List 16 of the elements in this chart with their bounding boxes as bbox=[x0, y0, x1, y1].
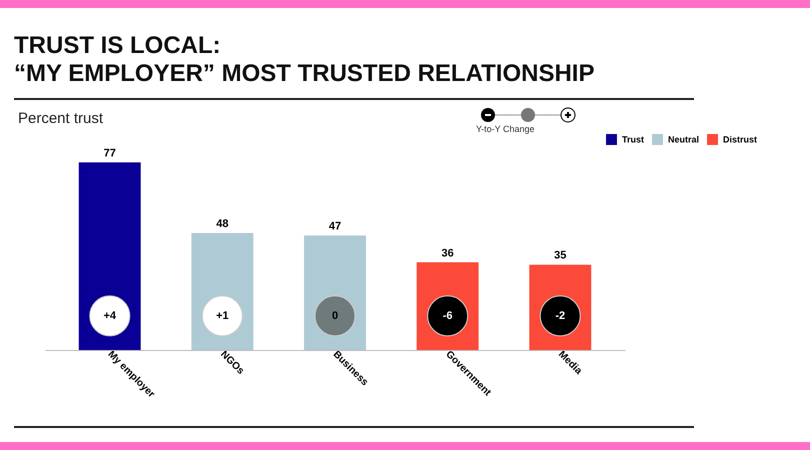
annotation: +1 bbox=[216, 310, 229, 322]
chart-subtitle: Percent trust bbox=[18, 110, 104, 127]
annotation: +4 bbox=[103, 310, 117, 322]
chart-title: TRUST IS LOCAL: “MY EMPLOYER” MOST TRUSTED RELATIONSHIP bbox=[14, 32, 594, 88]
data-label: 35 bbox=[554, 250, 566, 262]
legend-label: Neutral bbox=[668, 134, 700, 145]
data-label: 77 bbox=[104, 147, 116, 160]
legend-label: Trust bbox=[622, 134, 644, 145]
annotation: 0 bbox=[332, 310, 338, 322]
annotation: -2 bbox=[555, 310, 566, 322]
annotation: -6 bbox=[442, 310, 453, 322]
text: Y-to-Y Change bbox=[476, 124, 535, 134]
data-label: 36 bbox=[441, 247, 454, 260]
data-label: 47 bbox=[328, 220, 342, 232]
legend-label: Distrust bbox=[723, 134, 758, 145]
data-label: 48 bbox=[216, 218, 229, 230]
